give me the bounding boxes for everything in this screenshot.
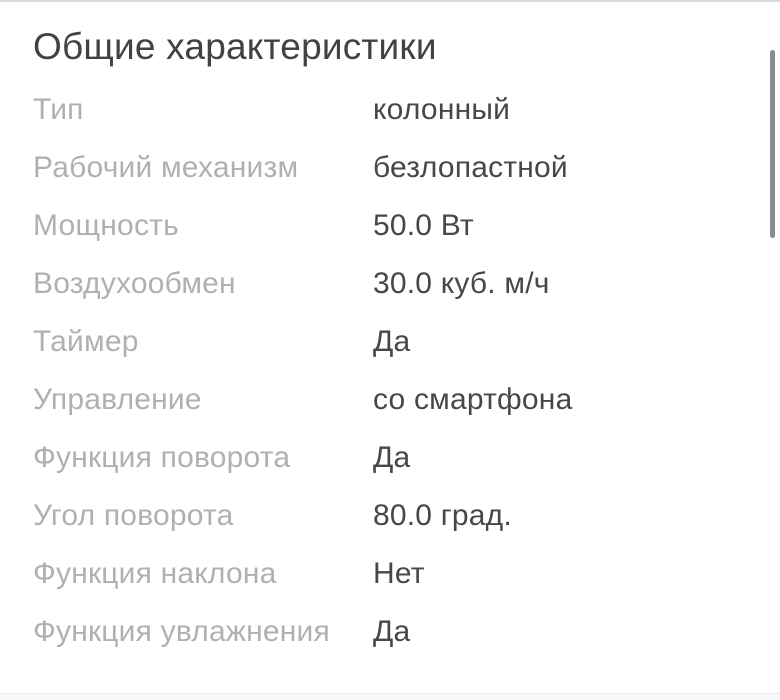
section-title: Общие характеристики xyxy=(33,26,437,67)
spec-label: Рабочий механизм xyxy=(33,151,299,184)
spec-value: 80.0 град. xyxy=(373,499,512,532)
spec-value: Да xyxy=(373,615,411,648)
spec-value: со смартфона xyxy=(373,383,573,416)
spec-value: Да xyxy=(373,325,411,358)
spec-label: Угол поворота xyxy=(33,499,234,532)
spec-row: Функция увлажнения Да xyxy=(33,614,740,650)
spec-label: Управление xyxy=(33,383,202,416)
spec-table: Тип колонный Рабочий механизм безлопастн… xyxy=(33,92,740,650)
scrollbar-thumb[interactable] xyxy=(770,50,775,238)
spec-row: Рабочий механизм безлопастной xyxy=(33,150,740,186)
spec-value: безлопастной xyxy=(373,151,568,184)
spec-row: Функция поворота Да xyxy=(33,440,740,476)
spec-row: Воздухообмен 30.0 куб. м/ч xyxy=(33,266,740,302)
spec-row: Тип колонный xyxy=(33,92,740,128)
top-divider xyxy=(0,0,780,2)
spec-label: Мощность xyxy=(33,209,179,242)
spec-row: Мощность 50.0 Вт xyxy=(33,208,740,244)
spec-label: Тип xyxy=(33,93,84,126)
spec-label: Функция наклона xyxy=(33,557,277,590)
spec-row: Угол поворота 80.0 град. xyxy=(33,498,740,534)
spec-label: Функция поворота xyxy=(33,441,291,474)
spec-row: Таймер Да xyxy=(33,324,740,360)
spec-value: колонный xyxy=(373,93,511,126)
spec-label: Воздухообмен xyxy=(33,267,236,300)
spec-value: Да xyxy=(373,441,411,474)
spec-value: Нет xyxy=(373,557,425,590)
specs-section: Общие характеристики Тип колонный Рабочи… xyxy=(33,26,740,650)
spec-row: Функция наклона Нет xyxy=(33,556,740,592)
spec-label: Функция увлажнения xyxy=(33,615,330,648)
spec-value: 30.0 куб. м/ч xyxy=(373,267,550,300)
bottom-divider xyxy=(0,693,780,700)
spec-row: Управление со смартфона xyxy=(33,382,740,418)
spec-label: Таймер xyxy=(33,325,139,358)
spec-value: 50.0 Вт xyxy=(373,209,474,242)
